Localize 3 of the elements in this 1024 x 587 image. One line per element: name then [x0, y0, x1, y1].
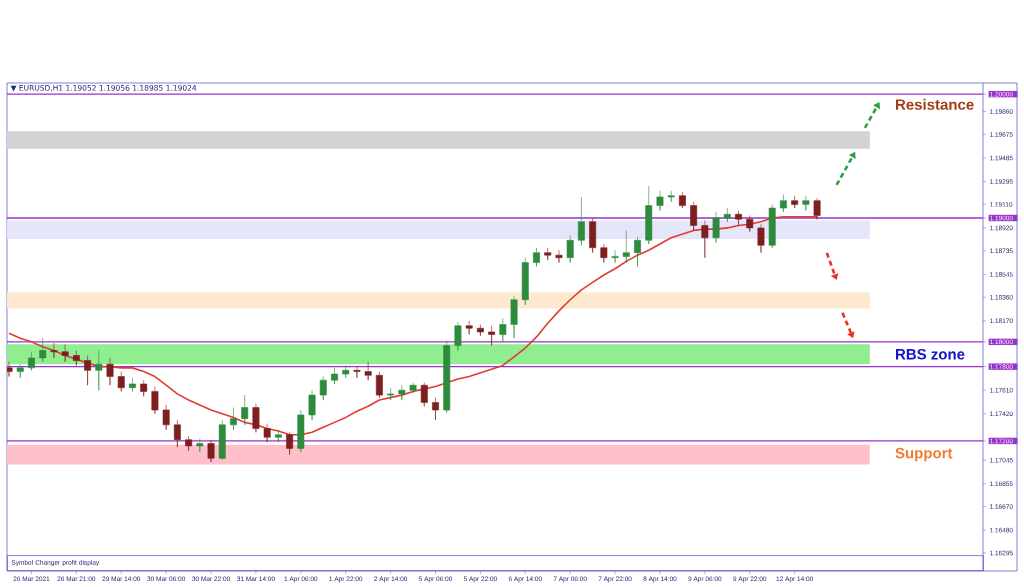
- ref-line-label: Resistance: [895, 98, 974, 110]
- band-label: Support: [895, 447, 953, 462]
- band-label: RBS zone: [895, 348, 965, 360]
